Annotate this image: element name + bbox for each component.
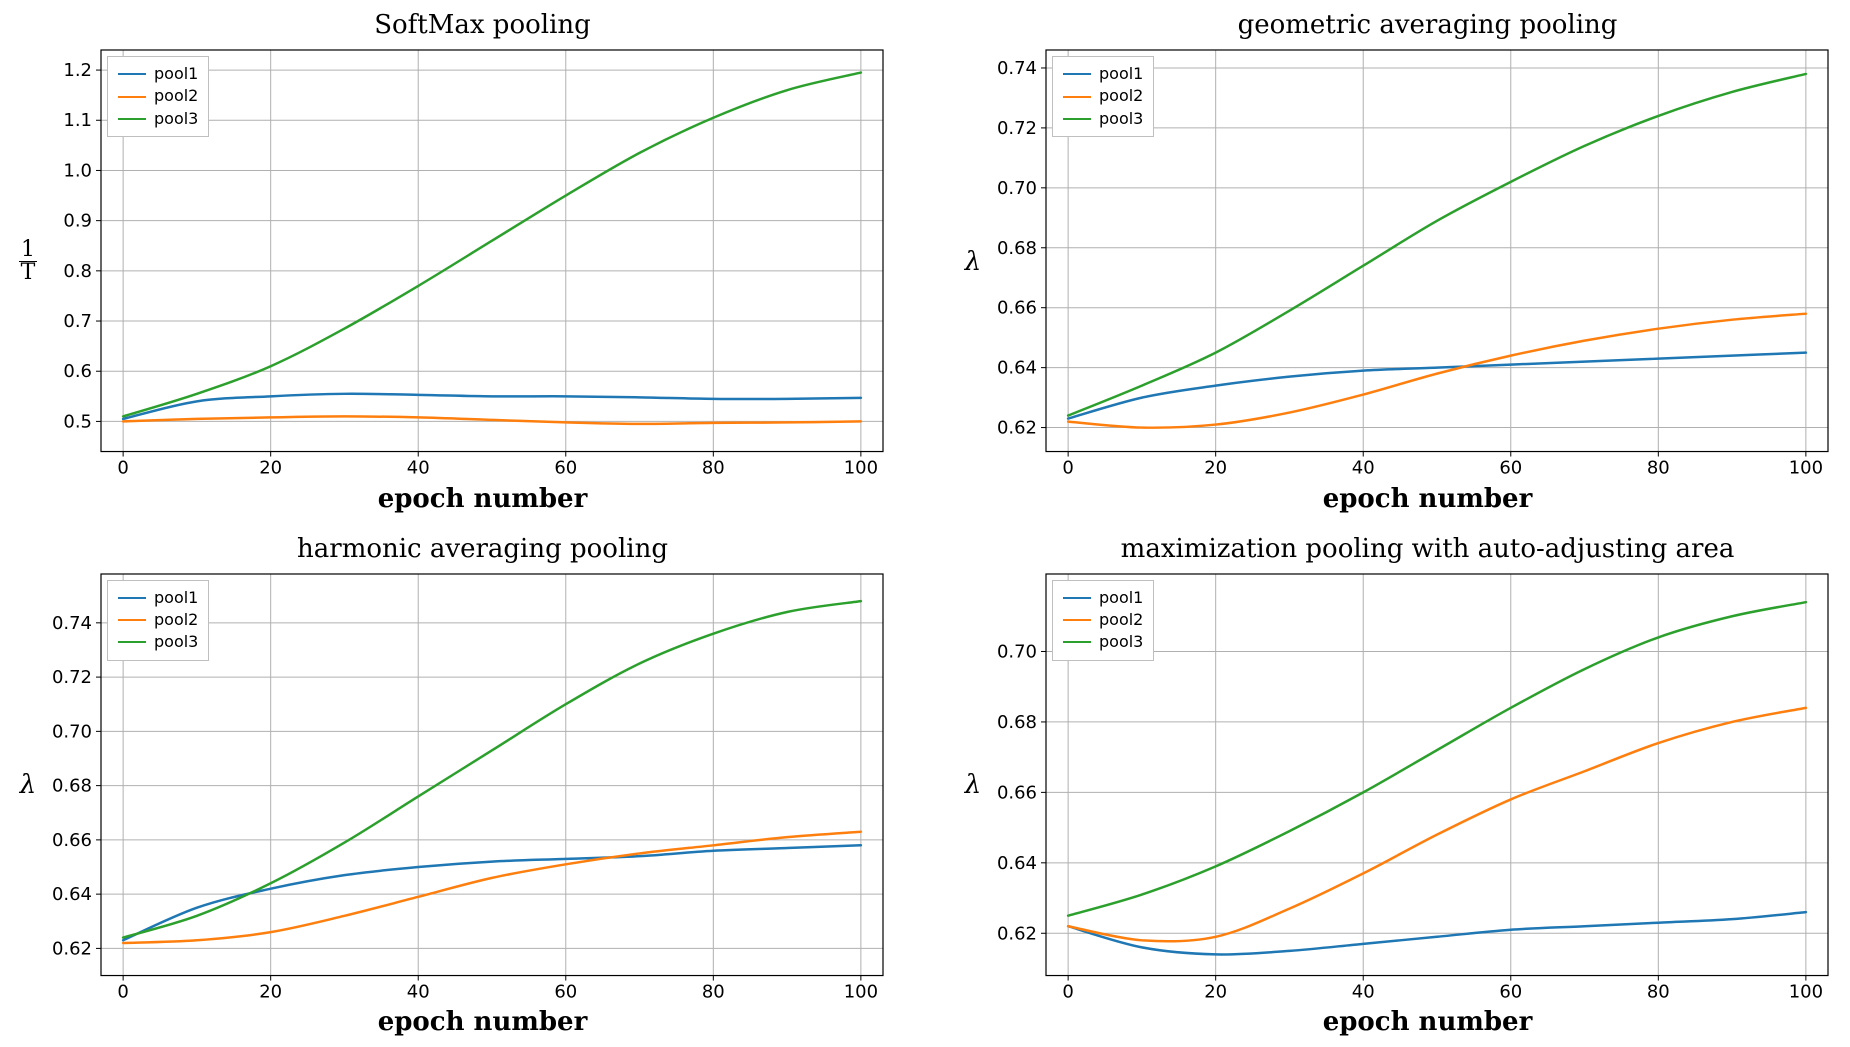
svg-text:0.70: 0.70	[997, 178, 1037, 199]
svg-text:40: 40	[407, 981, 430, 1002]
legend-item-pool2: pool2	[118, 609, 198, 631]
svg-text:40: 40	[407, 458, 430, 479]
svg-text:0.7: 0.7	[63, 311, 92, 332]
svg-text:1.2: 1.2	[63, 60, 92, 81]
xlabel-geometric: epoch number	[955, 484, 1840, 514]
legend-item-pool3: pool3	[118, 631, 198, 653]
svg-text:100: 100	[844, 458, 878, 479]
title-softmax: SoftMax pooling	[10, 10, 895, 40]
title-harmonic: harmonic averaging pooling	[10, 534, 895, 564]
svg-text:0.66: 0.66	[52, 829, 92, 850]
svg-text:20: 20	[1204, 981, 1227, 1002]
panel-maximization: maximization pooling with auto-adjusting…	[955, 534, 1840, 1038]
svg-text:0.68: 0.68	[997, 711, 1037, 732]
chart-grid: SoftMax pooling 1T 0 20 40 60 80 100 0.5 0.6 0.7…	[10, 10, 1840, 1037]
svg-text:80: 80	[702, 458, 725, 479]
svg-text:80: 80	[1647, 981, 1670, 1002]
svg-text:1.0: 1.0	[63, 160, 92, 181]
svg-text:0.74: 0.74	[997, 58, 1037, 79]
legend-item-pool2: pool2	[1063, 85, 1143, 107]
ylabel-harmonic: λ	[10, 566, 46, 1006]
svg-text:0.68: 0.68	[997, 238, 1037, 259]
legend-item-pool3: pool3	[118, 108, 198, 130]
svg-text:80: 80	[1647, 458, 1670, 479]
svg-text:0: 0	[1062, 981, 1073, 1002]
svg-text:0.5: 0.5	[63, 411, 92, 432]
svg-text:80: 80	[702, 981, 725, 1002]
legend-item-pool1: pool1	[1063, 587, 1143, 609]
svg-text:60: 60	[554, 458, 577, 479]
legend: pool1pool2pool3	[107, 580, 209, 661]
xlabel-harmonic: epoch number	[10, 1007, 895, 1037]
legend-item-pool3: pool3	[1063, 108, 1143, 130]
svg-text:0.62: 0.62	[997, 418, 1037, 439]
svg-text:0.62: 0.62	[52, 938, 92, 959]
plot-maximization: 0204060801000.620.640.660.680.70 pool1po…	[991, 566, 1840, 1006]
legend: pool1pool2pool3	[107, 56, 209, 137]
svg-text:20: 20	[1204, 458, 1227, 479]
svg-text:60: 60	[1499, 458, 1522, 479]
plot-geometric: 0 20 40 60 80 100 0.62 0.64 0.66 0.68 0.70 0.72 0.74…	[991, 42, 1840, 482]
svg-text:20: 20	[259, 458, 282, 479]
svg-text:0: 0	[117, 458, 128, 479]
svg-text:40: 40	[1352, 458, 1375, 479]
legend: pool1pool2pool3	[1052, 56, 1154, 137]
panel-softmax: SoftMax pooling 1T 0 20 40 60 80 100 0.5 0.6 0.7…	[10, 10, 895, 514]
svg-text:0.72: 0.72	[52, 667, 92, 688]
legend-item-pool1: pool1	[118, 63, 198, 85]
svg-text:0: 0	[1062, 458, 1073, 479]
svg-text:0.72: 0.72	[997, 118, 1037, 139]
xlabel-softmax: epoch number	[10, 484, 895, 514]
legend-item-pool3: pool3	[1063, 631, 1143, 653]
legend-item-pool1: pool1	[1063, 63, 1143, 85]
xlabel-maximization: epoch number	[955, 1007, 1840, 1037]
svg-text:40: 40	[1352, 981, 1375, 1002]
svg-text:0.66: 0.66	[997, 782, 1037, 803]
panel-harmonic: harmonic averaging pooling λ 0 20 40 60 80 10…	[10, 534, 895, 1038]
svg-text:0: 0	[117, 981, 128, 1002]
plot-harmonic: 0 20 40 60 80 100 0.62 0.64 0.66 0.68 0.70 0.72 0.74…	[46, 566, 895, 1006]
svg-text:0.9: 0.9	[63, 211, 92, 232]
svg-text:0.64: 0.64	[997, 852, 1037, 873]
svg-text:0.70: 0.70	[52, 721, 92, 742]
plot-softmax: 0 20 40 60 80 100 0.5 0.6 0.7 0.8 0.9 1.0 1.1 1.2 poo…	[46, 42, 895, 482]
svg-text:0.64: 0.64	[997, 358, 1037, 379]
svg-text:1.1: 1.1	[63, 110, 92, 131]
svg-text:0.74: 0.74	[52, 612, 92, 633]
svg-text:0.8: 0.8	[63, 261, 92, 282]
title-maximization: maximization pooling with auto-adjusting…	[955, 534, 1840, 564]
svg-text:60: 60	[554, 981, 577, 1002]
svg-text:0.66: 0.66	[997, 298, 1037, 319]
svg-text:0.70: 0.70	[997, 641, 1037, 662]
svg-text:20: 20	[259, 981, 282, 1002]
legend-item-pool1: pool1	[118, 587, 198, 609]
svg-text:100: 100	[1789, 981, 1823, 1002]
svg-text:100: 100	[1789, 458, 1823, 479]
svg-text:0.6: 0.6	[63, 361, 92, 382]
svg-text:0.68: 0.68	[52, 775, 92, 796]
svg-text:60: 60	[1499, 981, 1522, 1002]
ylabel-geometric: λ	[955, 42, 991, 482]
legend-item-pool2: pool2	[1063, 609, 1143, 631]
panel-geometric: geometric averaging pooling λ 0 20 40 60 80 1…	[955, 10, 1840, 514]
svg-text:100: 100	[844, 981, 878, 1002]
legend: pool1pool2pool3	[1052, 580, 1154, 661]
ylabel-softmax: 1T	[10, 42, 46, 482]
svg-text:0.62: 0.62	[997, 923, 1037, 944]
legend-item-pool2: pool2	[118, 85, 198, 107]
title-geometric: geometric averaging pooling	[955, 10, 1840, 40]
svg-text:0.64: 0.64	[52, 884, 92, 905]
ylabel-maximization: λ	[955, 566, 991, 1006]
